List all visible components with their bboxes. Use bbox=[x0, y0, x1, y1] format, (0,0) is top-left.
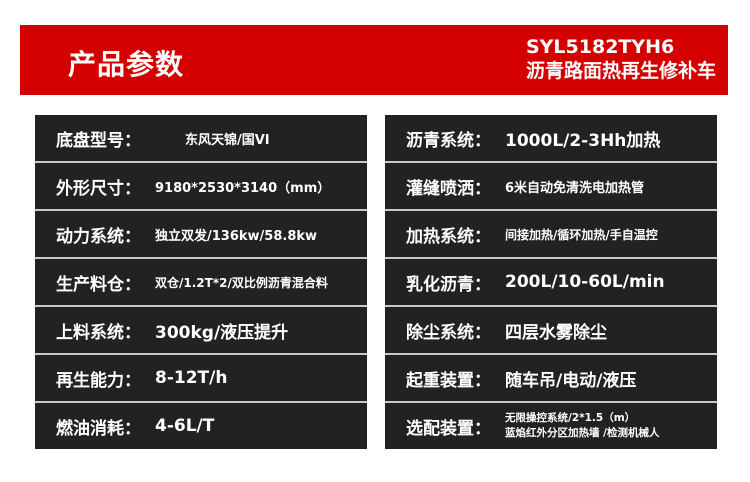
spec-row: 底盘型号： 东风天锦/国VI bbox=[35, 115, 367, 163]
spec-label: 生产料仓： bbox=[56, 274, 141, 295]
spec-label: 外形尺寸： bbox=[56, 178, 141, 199]
spec-label: 除尘系统： bbox=[406, 322, 491, 343]
spec-row: 灌缝喷洒： 6米自动免清洗电加热管 bbox=[385, 163, 717, 211]
spec-row: 乳化沥青： 200L/10-60L/min bbox=[385, 259, 717, 307]
spec-row: 选配装置： 无限操控系统/2*1.5（m） 蓝焰红外分区加热墙 /检测机械人 bbox=[385, 403, 717, 449]
spec-value: 8-12T/h bbox=[155, 368, 228, 388]
spec-row: 生产料仓： 双仓/1.2T*2/双比例沥青混合料 bbox=[35, 259, 367, 307]
spec-label: 燃油消耗： bbox=[56, 418, 141, 439]
spec-row: 再生能力： 8-12T/h bbox=[35, 355, 367, 403]
spec-value: 4-6L/T bbox=[155, 416, 215, 436]
spec-value: 无限操控系统/2*1.5（m） 蓝焰红外分区加热墙 /检测机械人 bbox=[505, 411, 660, 441]
spec-label: 起重装置： bbox=[406, 370, 491, 391]
spec-label: 选配装置： bbox=[406, 418, 491, 439]
spec-column-left: 底盘型号： 东风天锦/国VI 外形尺寸： 9180*2530*3140（mm） 动力… bbox=[35, 115, 367, 449]
product-type: 沥青路面热再生修补车 bbox=[525, 60, 716, 82]
spec-row: 燃油消耗： 4-6L/T bbox=[35, 403, 367, 449]
spec-label: 动力系统： bbox=[56, 226, 141, 247]
spec-label: 灌缝喷洒： bbox=[406, 178, 491, 199]
spec-row: 外形尺寸： 9180*2530*3140（mm） bbox=[35, 163, 367, 211]
spec-label: 乳化沥青： bbox=[406, 274, 491, 295]
spec-row: 上料系统： 300kg/液压提升 bbox=[35, 307, 367, 355]
spec-value: 双仓/1.2T*2/双比例沥青混合料 bbox=[155, 275, 328, 290]
spec-value-line: 蓝焰红外分区加热墙 /检测机械人 bbox=[505, 427, 660, 439]
spec-row: 动力系统： 独立双发/136kw/58.8kw bbox=[35, 211, 367, 259]
spec-value: 300kg/液压提升 bbox=[155, 322, 289, 343]
spec-label: 再生能力： bbox=[56, 370, 141, 391]
product-name: SYL5182TYH6 沥青路面热再生修补车 bbox=[526, 35, 716, 83]
spec-value: 1000L/2-3Hh加热 bbox=[505, 130, 661, 151]
spec-label: 上料系统： bbox=[56, 322, 141, 343]
spec-value: 东风天锦/国VI bbox=[185, 132, 270, 148]
spec-value: 独立双发/136kw/58.8kw bbox=[155, 228, 318, 244]
spec-row: 沥青系统： 1000L/2-3Hh加热 bbox=[385, 115, 717, 163]
spec-value: 间接加热/循环加热/手自温控 bbox=[505, 227, 658, 242]
page-title: 产品参数 bbox=[68, 48, 185, 81]
spec-column-right: 沥青系统： 1000L/2-3Hh加热 灌缝喷洒： 6米自动免清洗电加热管 加热系统… bbox=[385, 115, 717, 449]
spec-row: 除尘系统： 四层水雾除尘 bbox=[385, 307, 717, 355]
spec-value: 6米自动免清洗电加热管 bbox=[505, 180, 645, 196]
spec-value: 9180*2530*3140（mm） bbox=[155, 180, 331, 196]
spec-row: 加热系统： 间接加热/循环加热/手自温控 bbox=[385, 211, 717, 259]
spec-label: 沥青系统： bbox=[406, 130, 491, 151]
spec-value: 四层水雾除尘 bbox=[505, 322, 607, 343]
model-number: SYL5182TYH6 bbox=[525, 36, 675, 58]
spec-label: 加热系统： bbox=[406, 226, 491, 247]
spec-row: 起重装置： 随车吊/电动/液压 bbox=[385, 355, 717, 403]
spec-value: 随车吊/电动/液压 bbox=[505, 370, 637, 391]
header-banner: 产品参数 SYL5182TYH6 沥青路面热再生修补车 bbox=[20, 25, 728, 95]
spec-value: 200L/10-60L/min bbox=[505, 272, 665, 292]
spec-label: 底盘型号： bbox=[56, 130, 141, 151]
spec-value-line: 无限操控系统/2*1.5（m） bbox=[505, 412, 636, 424]
